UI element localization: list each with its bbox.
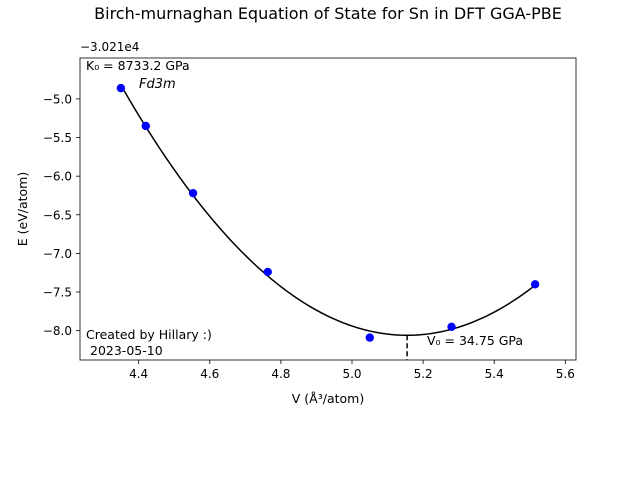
data-point (263, 267, 272, 277)
data-points (116, 83, 540, 342)
plot-frame (79, 57, 577, 361)
equilibrium-volume-annotation: V₀ = 34.75 GPa (427, 333, 523, 348)
data-point (141, 121, 150, 131)
x-axis-ticks: 4.4 4.6 4.8 5.0 5.2 5.4 5.6 (129, 360, 575, 381)
data-point (188, 188, 198, 198)
x-axis-label: V (Å³/atom) (292, 391, 364, 406)
data-point (116, 83, 126, 93)
x-tick-label: 4.8 (271, 367, 290, 381)
y-tick-label: −5.5 (43, 131, 72, 145)
chart-title: Birch-murnaghan Equation of State for Sn… (94, 4, 562, 23)
x-tick-label: 5.0 (342, 367, 361, 381)
data-point (447, 322, 456, 331)
bulk-modulus-annotation: K₀ = 8733.2 GPa (86, 58, 190, 73)
x-tick-label: 5.4 (485, 367, 504, 381)
data-point (530, 280, 540, 289)
fit-curve (120, 84, 536, 337)
x-tick-label: 4.6 (200, 367, 219, 381)
data-point (365, 333, 374, 342)
y-axis-ticks: −5.0 −5.5 −6.0 −6.5 −7.0 −7.5 −8.0 (43, 92, 80, 338)
x-tick-label: 5.2 (414, 367, 433, 381)
y-tick-label: −7.5 (43, 286, 72, 300)
y-tick-label: −6.5 (43, 208, 72, 222)
x-tick-label: 5.6 (556, 367, 575, 381)
space-group-annotation: Fd3m (139, 77, 176, 92)
date-annotation: 2023-05-10 (90, 343, 163, 358)
y-tick-label: −6.0 (43, 170, 72, 184)
y-tick-label: −7.0 (43, 247, 72, 261)
y-tick-label: −8.0 (43, 324, 72, 338)
y-offset-label: −3.021e4 (80, 40, 139, 54)
x-tick-label: 4.4 (129, 367, 148, 381)
y-axis-label: E (eV/atom) (15, 172, 30, 246)
credit-annotation: Created by Hillary :) (86, 327, 212, 342)
y-tick-label: −5.0 (43, 92, 72, 106)
